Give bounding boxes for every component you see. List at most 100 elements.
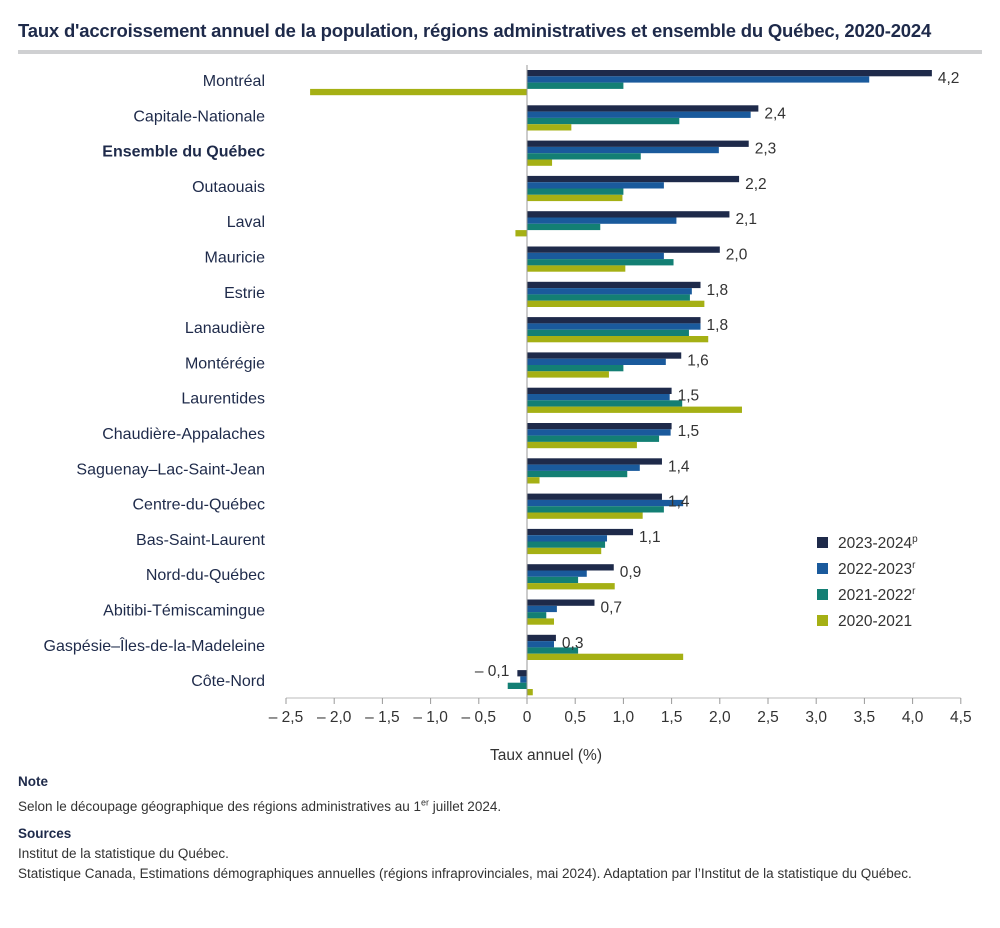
source-line: Statistique Canada, Estimations démograp… bbox=[18, 866, 912, 881]
bar-2021-2022 bbox=[527, 223, 601, 231]
bar-2023-2024 bbox=[527, 387, 672, 394]
data-label: 1,5 bbox=[678, 423, 700, 440]
bar-2023-2024 bbox=[527, 352, 682, 359]
bar-2020-2021 bbox=[527, 300, 705, 307]
data-label: 1,6 bbox=[687, 352, 709, 369]
bar-2023-2024 bbox=[527, 105, 759, 112]
bar-2020-2021 bbox=[527, 689, 533, 696]
x-tick-label: 4,5 bbox=[950, 709, 972, 726]
data-label: 2,3 bbox=[755, 141, 777, 158]
x-tick-label: 1,5 bbox=[661, 709, 683, 726]
x-axis-label: Taux annuel (%) bbox=[490, 747, 602, 764]
bar-2022-2023 bbox=[527, 288, 692, 295]
bar-2020-2021 bbox=[527, 653, 684, 660]
bar-2022-2023 bbox=[527, 499, 684, 507]
category-label: Estrie bbox=[224, 285, 265, 302]
category-label: Côte-Nord bbox=[191, 673, 265, 690]
source-line: Institut de la statistique du Québec. bbox=[18, 846, 229, 861]
category-label: Mauricie bbox=[205, 250, 266, 267]
bar-2021-2022 bbox=[527, 329, 689, 336]
bar-2021-2022 bbox=[527, 82, 624, 89]
category-label: Saguenay–Lac-Saint-Jean bbox=[76, 461, 265, 478]
bar-2021-2022 bbox=[527, 435, 660, 442]
bar-2020-2021 bbox=[527, 618, 554, 625]
x-tick-label: – 0,5 bbox=[462, 709, 496, 726]
category-label: Laval bbox=[227, 214, 265, 231]
bar-2023-2024 bbox=[527, 281, 701, 289]
category-label: Centre-du-Québec bbox=[132, 497, 265, 514]
bar-2020-2021 bbox=[527, 477, 540, 484]
bar-2023-2024 bbox=[527, 458, 662, 465]
bar-2021-2022 bbox=[527, 400, 683, 407]
x-tick-label: 2,5 bbox=[757, 709, 779, 726]
bar-2022-2023 bbox=[527, 182, 664, 189]
note-text: Selon le découpage géographique des régi… bbox=[18, 797, 502, 814]
category-label: Nord-du-Québec bbox=[146, 567, 265, 584]
bar-2022-2023 bbox=[527, 464, 640, 471]
legend-swatch bbox=[817, 563, 828, 574]
x-tick-label: 4,0 bbox=[902, 709, 924, 726]
x-tick-label: 1,0 bbox=[613, 709, 635, 726]
data-label: 2,1 bbox=[735, 211, 757, 228]
note-heading: Note bbox=[18, 774, 48, 789]
bar-2021-2022 bbox=[507, 682, 527, 689]
bar-2020-2021 bbox=[515, 230, 527, 237]
bar-2022-2023 bbox=[527, 605, 557, 613]
category-label: Abitibi-Témiscamingue bbox=[103, 603, 265, 620]
bar-2023-2024 bbox=[527, 317, 701, 324]
legend-swatch bbox=[817, 589, 828, 600]
data-label: 1,5 bbox=[678, 388, 700, 405]
category-label: Ensemble du Québec bbox=[102, 144, 265, 161]
bar-2023-2024 bbox=[527, 70, 932, 77]
bar-2020-2021 bbox=[527, 406, 742, 413]
bar-2022-2023 bbox=[527, 217, 677, 224]
data-label: 2,0 bbox=[726, 247, 748, 264]
bar-2020-2021 bbox=[310, 88, 527, 96]
bar-2021-2022 bbox=[527, 188, 624, 195]
data-label: – 0,1 bbox=[475, 663, 509, 680]
sources-heading: Sources bbox=[18, 826, 72, 841]
data-label: 0,9 bbox=[620, 564, 642, 581]
bar-2022-2023 bbox=[527, 146, 719, 154]
bar-2022-2023 bbox=[527, 535, 608, 542]
legend-entry: 2022-2023r bbox=[838, 560, 916, 578]
note-superscript: er bbox=[421, 797, 430, 807]
category-label: Laurentides bbox=[181, 391, 265, 408]
bar-2021-2022 bbox=[527, 612, 547, 619]
bar-2021-2022 bbox=[527, 647, 579, 654]
bar-2021-2022 bbox=[527, 506, 664, 513]
data-label: 1,1 bbox=[639, 529, 661, 546]
bar-2022-2023 bbox=[527, 111, 751, 118]
bar-2020-2021 bbox=[527, 547, 602, 555]
bar-2021-2022 bbox=[527, 365, 624, 372]
data-label: 1,4 bbox=[668, 494, 690, 511]
bar-2022-2023 bbox=[527, 641, 554, 648]
bar-2022-2023 bbox=[527, 323, 701, 330]
data-label: 1,4 bbox=[668, 458, 690, 475]
bar-2023-2024 bbox=[527, 599, 595, 606]
note-text-end: juillet 2024. bbox=[429, 798, 502, 814]
bar-2023-2024 bbox=[527, 246, 720, 253]
bar-2020-2021 bbox=[527, 512, 643, 519]
bar-2020-2021 bbox=[527, 583, 615, 590]
sources-section: Sources Institut de la statistique du Qu… bbox=[18, 824, 988, 884]
bar-2022-2023 bbox=[520, 676, 527, 683]
bar-2021-2022 bbox=[527, 117, 680, 125]
title-divider bbox=[18, 50, 982, 54]
bar-2020-2021 bbox=[527, 265, 626, 272]
legend-swatch bbox=[817, 537, 828, 548]
note-text-start: Selon le découpage géographique des régi… bbox=[18, 798, 422, 814]
bar-2021-2022 bbox=[527, 294, 690, 301]
category-label: Gaspésie–Îles-de-la-Madeleine bbox=[44, 636, 266, 655]
bar-2023-2024 bbox=[527, 564, 614, 571]
bar-2023-2024 bbox=[517, 670, 527, 677]
x-tick-label: 2,0 bbox=[709, 709, 731, 726]
bar-2022-2023 bbox=[527, 429, 671, 436]
bar-2021-2022 bbox=[527, 576, 579, 584]
bar-2020-2021 bbox=[527, 441, 637, 449]
bar-2021-2022 bbox=[527, 259, 674, 266]
x-tick-label: 0,5 bbox=[564, 709, 586, 726]
note-section: Note Selon le découpage géographique des… bbox=[18, 772, 501, 817]
bar-2023-2024 bbox=[527, 493, 662, 500]
